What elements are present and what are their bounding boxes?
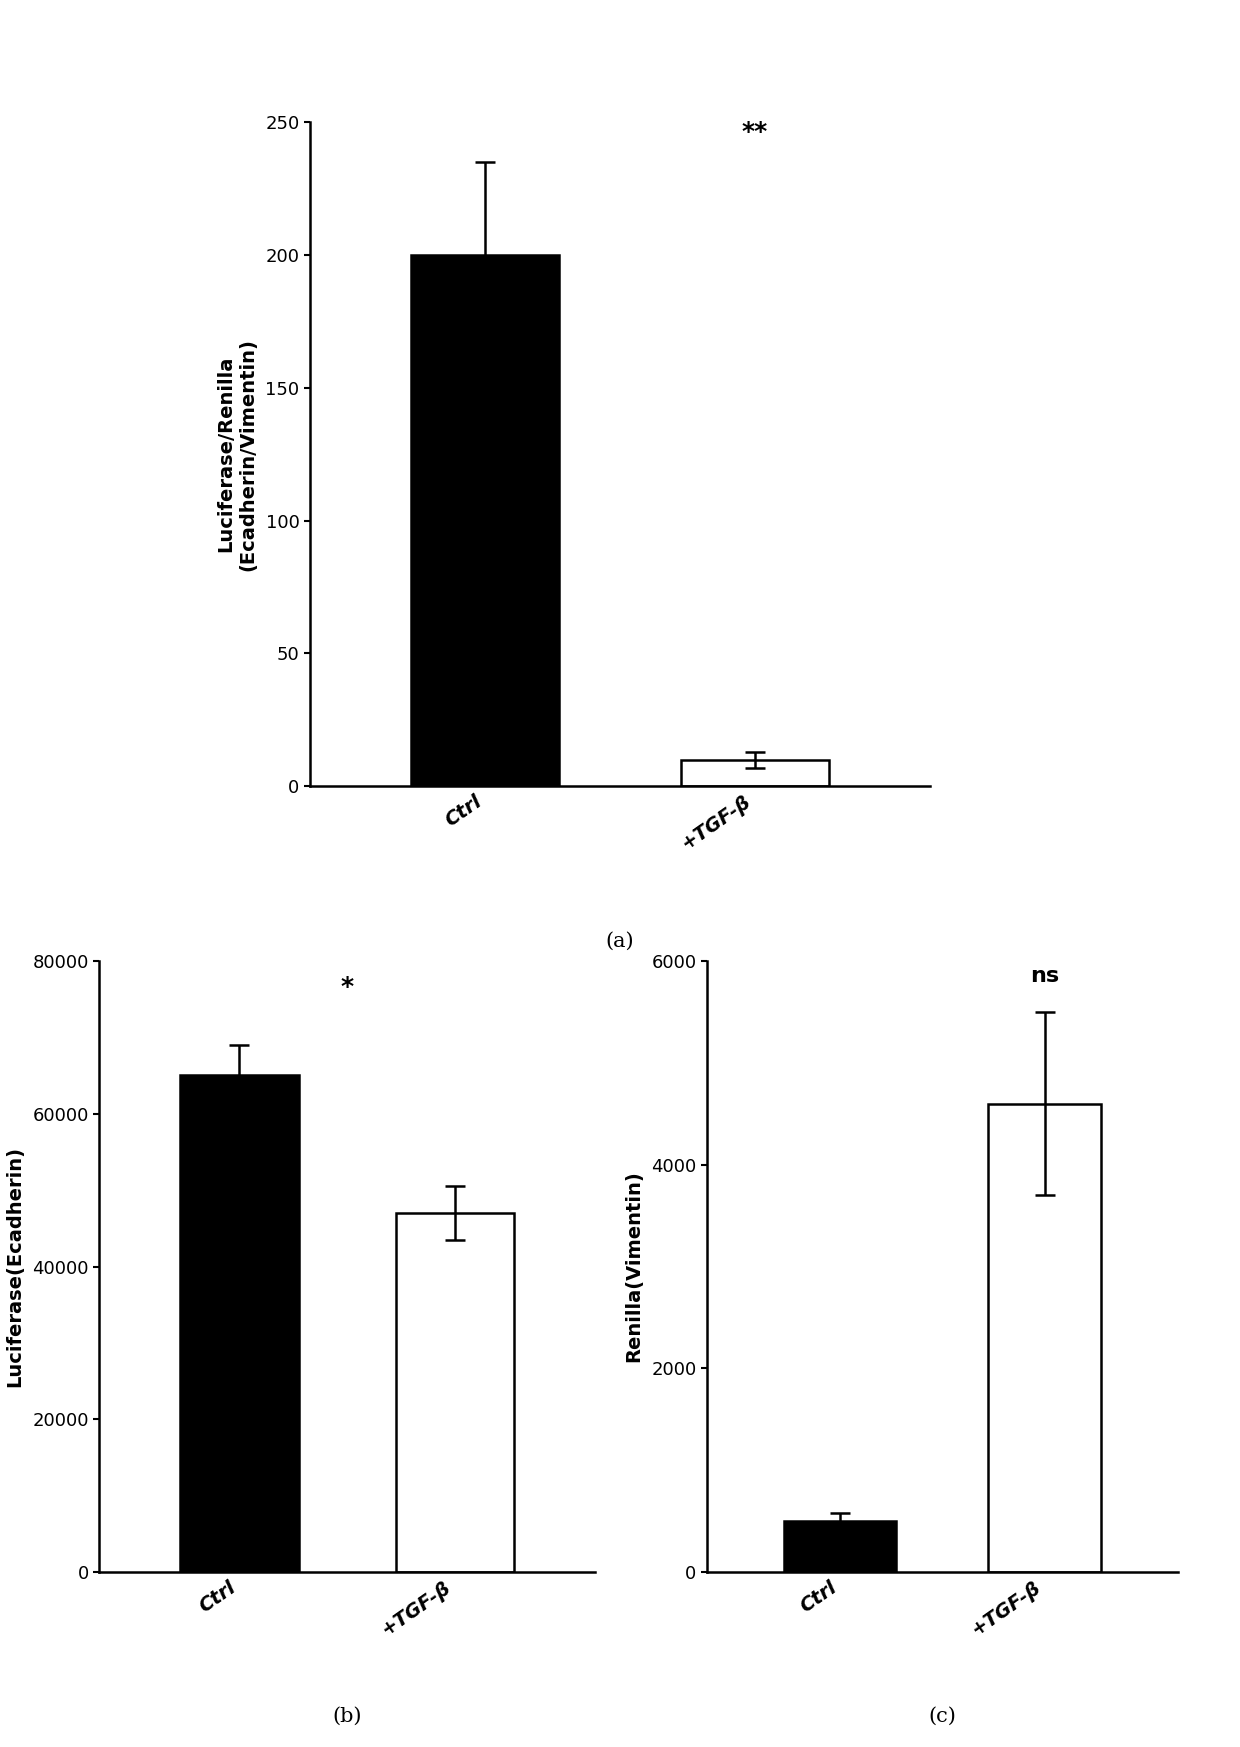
Text: *: * [341, 975, 353, 999]
Text: (a): (a) [605, 933, 635, 950]
Bar [988, 1104, 1101, 1572]
Text: (b): (b) [332, 1707, 362, 1726]
Bar [412, 255, 559, 786]
Text: (c): (c) [929, 1707, 956, 1726]
Bar [784, 1522, 897, 1572]
Y-axis label: Renilla(Vimentin): Renilla(Vimentin) [624, 1170, 642, 1363]
Y-axis label: Luciferase/Renilla
(Ecadherin/Vimentin): Luciferase/Renilla (Ecadherin/Vimentin) [216, 337, 257, 571]
Bar [180, 1076, 299, 1572]
Bar [681, 760, 828, 786]
Bar [396, 1212, 515, 1572]
Text: ns: ns [1030, 966, 1059, 987]
Y-axis label: Luciferase(Ecadherin): Luciferase(Ecadherin) [5, 1146, 24, 1387]
Text: **: ** [742, 119, 768, 143]
